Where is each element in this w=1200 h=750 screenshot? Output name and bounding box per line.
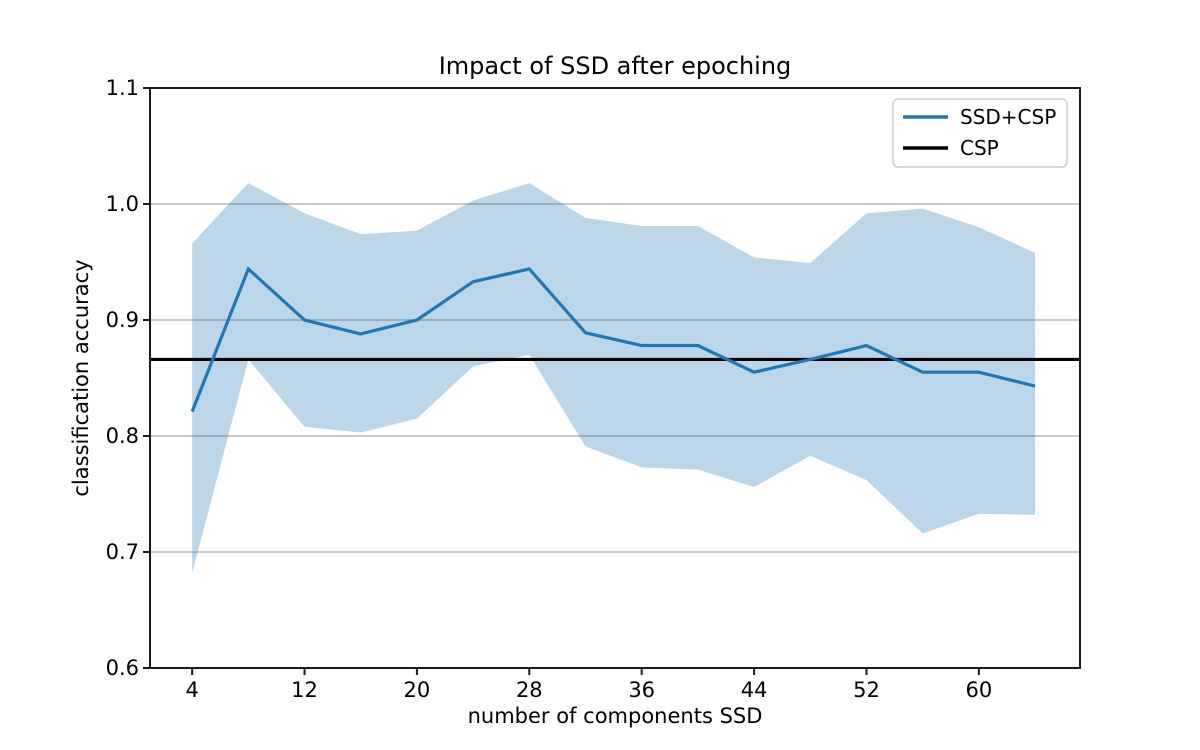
legend-entry-label: SSD+CSP <box>960 105 1056 129</box>
y-tick-label: 0.8 <box>106 424 139 448</box>
x-tick-label: 20 <box>404 678 431 702</box>
x-tick-label: 44 <box>741 678 768 702</box>
y-tick-label: 0.7 <box>106 540 139 564</box>
y-tick-label: 1.0 <box>106 192 139 216</box>
x-tick-label: 28 <box>516 678 543 702</box>
y-tick-label: 0.6 <box>106 656 139 680</box>
legend: SSD+CSP CSP <box>892 98 1068 168</box>
x-tick-label: 60 <box>965 678 992 702</box>
x-axis-label: number of components SSD <box>468 704 763 728</box>
x-tick-label: 36 <box>628 678 655 702</box>
x-tick-label: 52 <box>853 678 880 702</box>
y-tick-label: 1.1 <box>106 76 139 100</box>
chart-title: Impact of SSD after epoching <box>439 52 792 80</box>
x-tick-label: 4 <box>185 678 198 702</box>
plot-border <box>149 87 1081 669</box>
x-tick-label: 12 <box>291 678 318 702</box>
confidence-band <box>192 183 1036 573</box>
ssd-csp-line <box>190 266 1036 413</box>
y-tick-label: 0.9 <box>106 308 139 332</box>
y-axis-label: classification accuracy <box>69 259 93 496</box>
legend-entry-label: CSP <box>960 136 999 160</box>
